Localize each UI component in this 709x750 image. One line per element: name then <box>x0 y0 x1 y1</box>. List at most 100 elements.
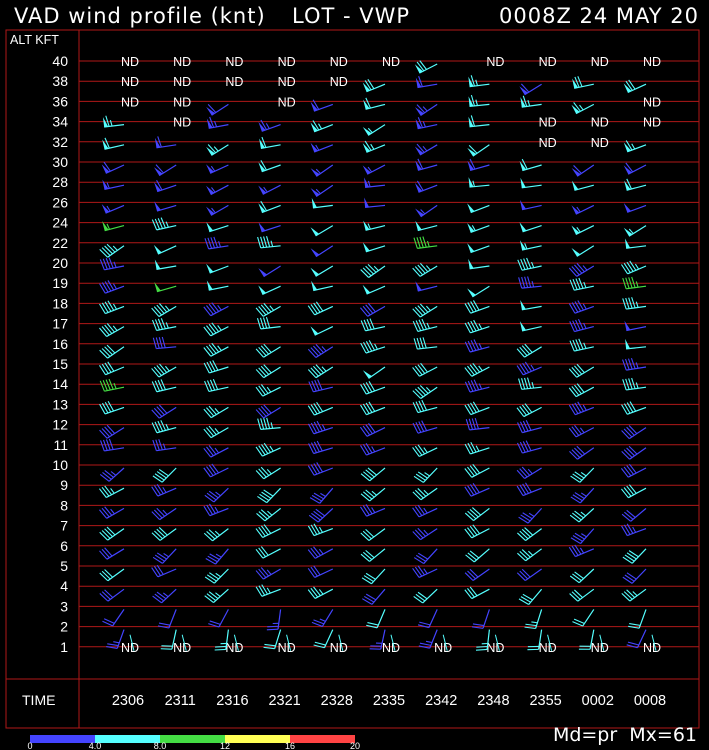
wind-barb <box>413 467 438 483</box>
barb-feather <box>108 378 114 390</box>
barb-feather <box>365 469 375 478</box>
wind-barb <box>414 180 438 193</box>
barb-feather <box>470 301 477 312</box>
wind-barb <box>255 343 281 358</box>
barb-feather <box>472 401 480 412</box>
barb-pennant <box>520 97 526 108</box>
barb-feather <box>156 484 164 494</box>
barb-feather <box>104 301 112 312</box>
barb-feather <box>211 463 219 474</box>
barb-staff <box>471 588 490 600</box>
no-data-label: ND <box>643 95 661 109</box>
barb-feather <box>419 621 431 626</box>
barb-feather <box>626 589 636 598</box>
barb-feather <box>206 504 214 515</box>
wind-barb <box>362 366 386 379</box>
barb-staff <box>578 568 595 584</box>
barb-half-feather <box>531 280 535 288</box>
barb-feather <box>365 504 373 515</box>
barb-staff <box>574 326 594 333</box>
barb-feather <box>626 426 635 436</box>
barb-feather <box>215 645 227 648</box>
barb-pennant <box>520 177 526 188</box>
barb-staff <box>472 285 490 298</box>
barb-half-feather <box>215 592 221 597</box>
barb-feather <box>416 104 426 114</box>
altitude-tick-label: 18 <box>52 295 68 311</box>
barb-staff <box>575 548 595 558</box>
wind-barb <box>625 338 647 350</box>
barb-pennant <box>310 267 320 277</box>
barb-feather <box>151 219 158 231</box>
barb-feather <box>206 492 217 501</box>
barb-half-feather <box>162 592 169 598</box>
barb-feather <box>418 75 423 87</box>
barb-feather <box>265 316 271 329</box>
barb-half-feather <box>528 550 534 556</box>
barb-pennant <box>154 282 161 292</box>
barb-feather <box>152 556 163 564</box>
barb-feather <box>316 462 324 473</box>
barb-feather <box>367 264 377 273</box>
barb-pennant <box>468 76 474 87</box>
barb-feather <box>571 386 580 396</box>
barb-feather <box>570 475 581 483</box>
barb-feather <box>151 307 160 317</box>
wind-barb <box>571 164 595 177</box>
barb-feather <box>206 407 215 417</box>
wind-barb <box>415 158 438 171</box>
wind-barb <box>360 443 386 456</box>
barb-feather <box>158 439 163 451</box>
barb-staff <box>107 588 125 602</box>
wind-barb <box>203 342 229 357</box>
barb-staff <box>365 225 386 231</box>
barb-feather <box>469 525 478 536</box>
barb-feather <box>153 306 162 316</box>
barb-pennant <box>415 220 422 231</box>
barb-feather <box>422 337 427 349</box>
barb-feather <box>260 304 269 314</box>
barb-half-feather <box>321 346 327 352</box>
barb-half-feather <box>471 225 476 231</box>
barb-staff <box>211 144 229 156</box>
barb-feather <box>572 339 578 351</box>
barb-feather <box>208 445 217 455</box>
barb-feather <box>307 369 317 379</box>
barb-feather <box>307 549 316 559</box>
time-tick-label: 0002 <box>582 693 614 709</box>
barb-pennant <box>571 180 579 191</box>
wind-barb <box>516 466 542 480</box>
barb-feather <box>473 319 480 331</box>
barb-feather <box>106 344 116 354</box>
barb-feather <box>412 447 420 457</box>
barb-feather <box>629 622 641 626</box>
barb-half-feather <box>423 447 428 453</box>
barb-feather <box>623 487 632 497</box>
color-scale-tick: 16 <box>285 741 295 750</box>
barb-feather <box>307 525 315 536</box>
barb-staff <box>210 346 229 357</box>
barb-feather <box>413 557 424 565</box>
barb-staff <box>312 204 333 209</box>
barb-staff <box>470 326 490 334</box>
no-data-label: ND <box>330 75 348 89</box>
barb-feather <box>629 401 637 412</box>
barb-staff <box>521 204 542 211</box>
barb-feather <box>211 342 220 353</box>
barb-half-feather <box>211 207 216 214</box>
wind-barb <box>307 301 334 316</box>
wind-barb <box>206 204 229 216</box>
barb-feather <box>209 116 215 128</box>
barb-feather <box>105 379 111 391</box>
barb-feather <box>260 418 265 430</box>
wind-barb <box>517 257 542 271</box>
wind-barb <box>465 417 490 431</box>
barb-half-feather <box>213 146 219 152</box>
wind-barb <box>154 136 177 149</box>
wind-barb <box>102 609 125 627</box>
barb-feather <box>577 401 585 412</box>
barb-half-feather <box>266 569 272 575</box>
altitude-tick-label: 15 <box>52 356 68 372</box>
barb-pennant <box>624 180 631 191</box>
